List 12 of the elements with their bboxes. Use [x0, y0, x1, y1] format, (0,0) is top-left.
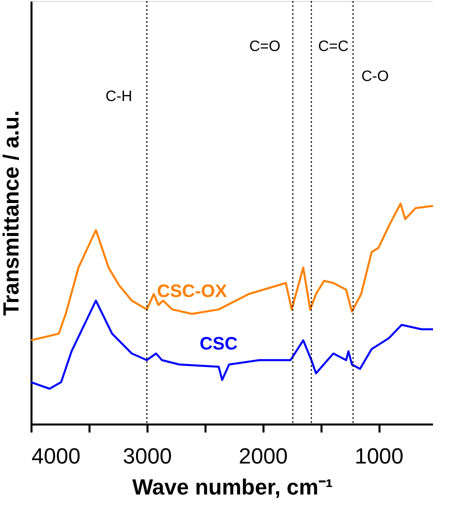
ref-line-label: C-H [106, 88, 132, 105]
ref-line-label: C=O [249, 38, 280, 55]
series-label: CSC [200, 334, 238, 354]
x-tick-label: 4000 [32, 444, 80, 468]
series-label: CSC-OX [157, 280, 228, 301]
x-axis-title: Wave number, cm⁻¹ [132, 474, 333, 500]
y-axis-title: Transmittance / a.u. [0, 110, 24, 316]
x-tick-label: 2000 [238, 444, 288, 468]
ref-line-label: C=C [318, 38, 349, 55]
ref-line-label: C-O [361, 68, 389, 85]
x-tick-label: 1000 [354, 444, 404, 468]
x-tick-label: 3000 [122, 444, 172, 468]
